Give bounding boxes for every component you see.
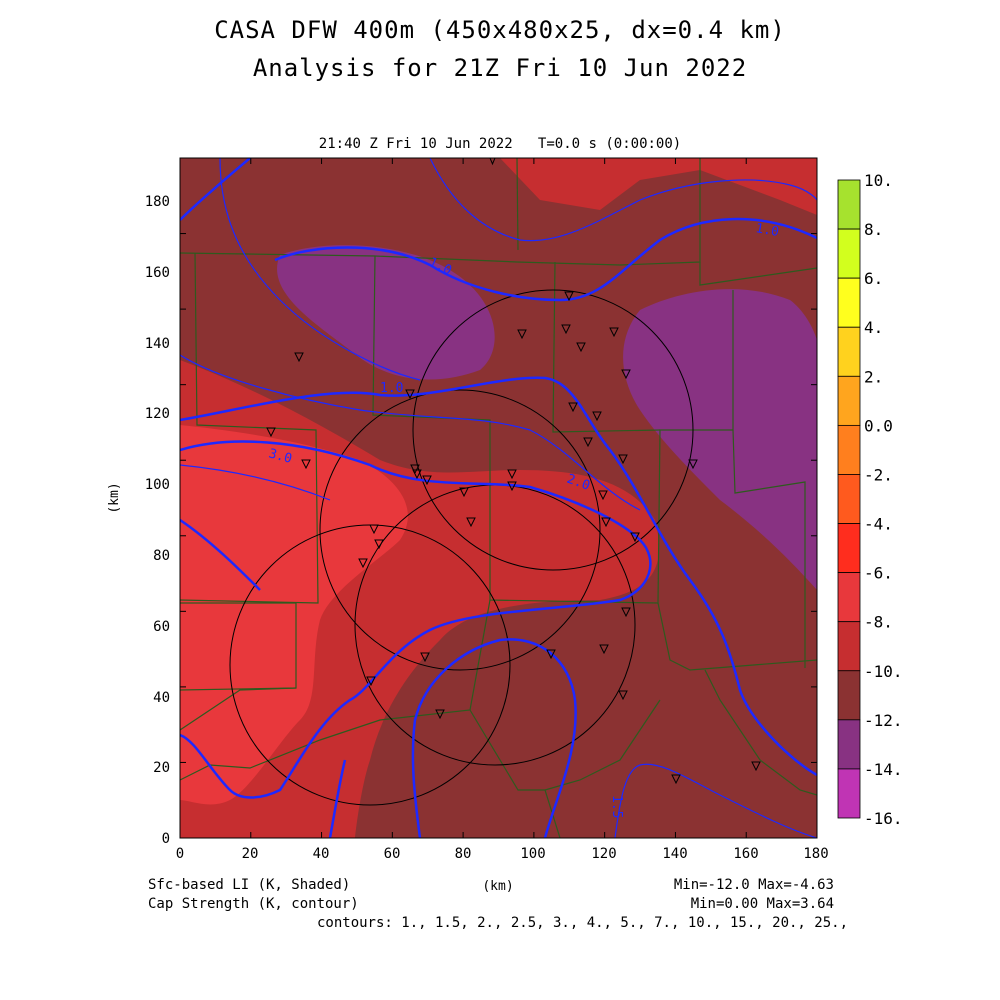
contour-labels: 1.0 1.0 1.0 2.0 3.0 1.5 — [267, 221, 780, 818]
shaded-field-label: Sfc-based LI (K, Shaded) — [148, 877, 351, 893]
radar-ring — [412, 289, 694, 571]
colorbar-label: -14. — [864, 760, 903, 779]
y-tick-label: 0 — [162, 831, 170, 847]
x-tick-label: 100 — [520, 846, 545, 862]
contour-label: 1.5 — [609, 795, 624, 818]
colorbar — [837, 179, 861, 819]
shade-low-north — [277, 245, 495, 380]
colorbar-label: -16. — [864, 809, 903, 828]
colorbar-swatch — [837, 474, 861, 524]
station-markers — [266, 158, 761, 785]
x-tick-label: 160 — [733, 846, 758, 862]
y-tick-label: 60 — [153, 619, 170, 635]
contour-field-label: Cap Strength (K, contour) — [148, 896, 359, 912]
colorbar-swatch — [837, 179, 861, 230]
y-tick-label: 80 — [153, 548, 170, 564]
y-tick-label: 180 — [145, 194, 170, 210]
chart-title: CASA DFW 400m (450x480x25, dx=0.4 km) — [214, 16, 786, 44]
colorbar-swatch — [837, 572, 861, 623]
y-tick-label: 20 — [153, 760, 170, 776]
shaded-field: 1.0 1.0 1.0 2.0 3.0 1.5 — [180, 158, 817, 838]
colorbar-label: -12. — [864, 711, 903, 730]
colorbar-swatch — [837, 424, 861, 475]
colorbar-swatch — [837, 228, 861, 279]
y-tick-label: 140 — [145, 336, 170, 352]
colorbar-label: -4. — [864, 515, 893, 534]
colorbar-swatch — [837, 621, 861, 672]
y-tick-label: 160 — [145, 265, 170, 281]
y-tick-label: 40 — [153, 690, 170, 706]
contour-label: 3.0 — [267, 446, 294, 467]
colorbar-swatch — [837, 277, 861, 328]
contour-lines — [180, 158, 817, 838]
colorbar-label: 10. — [864, 171, 893, 190]
colorbar-swatch — [837, 523, 861, 574]
y-axis-label: (km) — [107, 482, 122, 513]
radar-ring — [319, 389, 601, 671]
colorbar-label: 4. — [864, 318, 883, 337]
colorbar-swatch — [837, 670, 861, 721]
y-tick-label: 100 — [145, 477, 170, 493]
shaded-minmax: Min=-12.0 Max=-4.63 — [673, 877, 834, 893]
colorbar-swatch — [837, 768, 861, 819]
x-tick-label: 60 — [384, 846, 401, 862]
y-tick-label: 120 — [145, 406, 170, 422]
plot-time-label: 21:40 Z Fri 10 Jun 2022 T=0.0 s (0:00:00… — [318, 136, 682, 152]
colorbar-label: -6. — [864, 564, 893, 583]
plot-frame — [179, 157, 818, 839]
y-tick-labels: 0 20 40 60 80 100 120 140 160 180 — [145, 194, 170, 847]
colorbar-label: 2. — [864, 367, 883, 386]
colorbar-label: -8. — [864, 613, 893, 632]
colorbar-label: 6. — [864, 269, 883, 288]
axis-ticks — [179, 157, 818, 839]
chart-subtitle: Analysis for 21Z Fri 10 Jun 2022 — [252, 54, 748, 82]
contour-label: 1.0 — [380, 381, 403, 396]
x-tick-label: 40 — [313, 846, 330, 862]
colorbar-label: -2. — [864, 465, 893, 484]
colorbar-labels: 10. 8. 6. 4. 2. 0.0 -2. -4. -6. -8. -10. -12. -14. -1… — [864, 171, 903, 828]
x-tick-label: 180 — [803, 846, 828, 862]
x-tick-label: 120 — [591, 846, 616, 862]
x-tick-label: 80 — [455, 846, 472, 862]
x-tick-label: 140 — [662, 846, 687, 862]
x-tick-labels: 0 20 40 60 80 100 120 140 160 180 — [176, 846, 829, 862]
colorbar-swatch — [837, 719, 861, 770]
colorbar-label: 8. — [864, 220, 883, 239]
contour-minmax: Min=0.00 Max=3.64 — [690, 896, 834, 912]
x-tick-label: 20 — [242, 846, 259, 862]
contour-label: 1.0 — [754, 221, 780, 240]
colorbar-label: -10. — [864, 662, 903, 681]
colorbar-swatch — [837, 326, 861, 377]
x-axis-label: (km) — [482, 879, 513, 894]
shade-low-east — [623, 289, 817, 590]
shade-mid-north — [180, 158, 817, 215]
x-tick-label: 0 — [176, 846, 184, 862]
colorbar-swatch — [837, 375, 861, 426]
contour-levels: contours: 1., 1.5, 2., 2.5, 3., 4., 5., … — [316, 915, 848, 931]
colorbar-label: 0.0 — [864, 416, 893, 435]
